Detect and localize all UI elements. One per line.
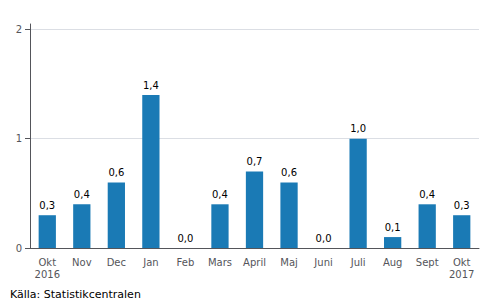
svg-text:Feb: Feb — [177, 257, 195, 268]
svg-text:Juni: Juni — [313, 257, 332, 268]
svg-text:Jan: Jan — [142, 257, 158, 268]
svg-text:0,4: 0,4 — [212, 189, 228, 200]
svg-text:0,1: 0,1 — [385, 222, 401, 233]
svg-text:0,0: 0,0 — [316, 233, 332, 244]
svg-text:2: 2 — [16, 24, 22, 35]
svg-text:Okt: Okt — [453, 257, 471, 268]
svg-text:2017: 2017 — [449, 269, 474, 280]
svg-text:Okt: Okt — [38, 257, 56, 268]
svg-text:0,7: 0,7 — [247, 156, 263, 167]
svg-text:Nov: Nov — [72, 257, 92, 268]
svg-text:1,0: 1,0 — [350, 123, 366, 134]
svg-text:0,4: 0,4 — [74, 189, 90, 200]
svg-text:2016: 2016 — [35, 269, 60, 280]
svg-text:0,3: 0,3 — [39, 200, 55, 211]
svg-text:Juli: Juli — [350, 257, 366, 268]
svg-text:Mars: Mars — [208, 257, 232, 268]
svg-text:1,4: 1,4 — [143, 80, 159, 91]
svg-text:Maj: Maj — [280, 257, 298, 268]
svg-text:0,6: 0,6 — [108, 167, 124, 178]
svg-text:Källa: Statistikcentralen: Källa: Statistikcentralen — [10, 288, 141, 301]
svg-text:April: April — [243, 257, 266, 268]
svg-text:0: 0 — [16, 243, 22, 254]
svg-text:0,4: 0,4 — [419, 189, 435, 200]
svg-text:0,0: 0,0 — [177, 233, 193, 244]
svg-text:0,6: 0,6 — [281, 167, 297, 178]
svg-text:Dec: Dec — [107, 257, 126, 268]
svg-text:Sept: Sept — [416, 257, 439, 268]
svg-text:Aug: Aug — [383, 257, 403, 268]
svg-text:1: 1 — [16, 133, 22, 144]
svg-text:0,3: 0,3 — [454, 200, 470, 211]
